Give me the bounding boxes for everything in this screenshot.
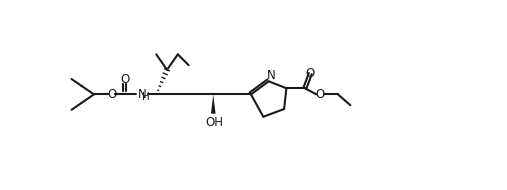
Text: N: N: [138, 88, 147, 101]
Text: O: O: [107, 88, 116, 101]
Text: O: O: [306, 67, 315, 80]
Text: O: O: [316, 88, 325, 101]
Text: OH: OH: [206, 116, 224, 129]
Polygon shape: [211, 94, 215, 114]
Text: H: H: [142, 92, 150, 102]
Text: N: N: [267, 69, 275, 82]
Text: O: O: [120, 73, 129, 86]
